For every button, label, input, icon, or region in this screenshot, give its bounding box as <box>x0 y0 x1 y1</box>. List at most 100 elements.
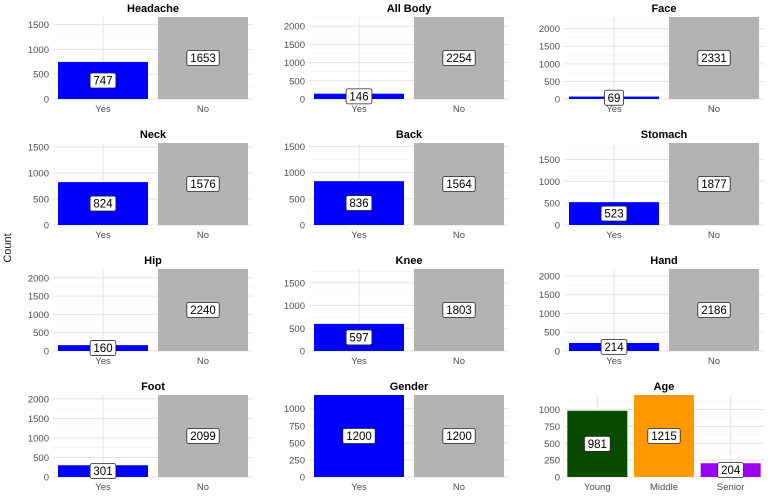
panel-back: 0 500 1000 1500 836 Yes 1564 No Back <box>284 129 509 241</box>
value-label: 301 <box>93 466 112 478</box>
x-tick-label: No <box>453 356 465 367</box>
y-tick-label: 2000 <box>28 273 49 284</box>
panel-title: Headache <box>127 3 179 15</box>
panel-title: Back <box>396 129 423 141</box>
y-tick-label: 1500 <box>284 278 305 289</box>
y-tick-label: 2000 <box>539 271 560 282</box>
value-label-box <box>89 72 117 89</box>
value-label: 523 <box>604 209 623 221</box>
value-label-box <box>186 302 220 318</box>
value-label: 2240 <box>190 305 216 317</box>
panel-foot: 0 500 1000 1500 2000 301 Yes 2099 No Foot <box>28 381 253 493</box>
panel-title: Stomach <box>641 129 688 141</box>
panel-knee: 0 500 1000 1500 597 Yes 1803 No Knee <box>284 255 509 367</box>
y-tick-label: 750 <box>289 421 305 432</box>
y-tick-label: 1500 <box>28 292 49 303</box>
value-label-box <box>442 50 476 66</box>
panel-title: Hip <box>144 255 162 267</box>
y-tick-label: 1000 <box>284 168 305 179</box>
x-tick-label: Young <box>584 482 611 493</box>
y-tick-label: 2000 <box>284 22 305 33</box>
panel-title: Foot <box>141 381 165 393</box>
x-tick-label: Yes <box>351 482 367 493</box>
y-tick-label: 0 <box>44 347 49 358</box>
panel-title: Face <box>651 3 676 15</box>
value-label-box <box>600 339 628 355</box>
x-tick-label: No <box>453 230 465 241</box>
panel-title: All Body <box>387 3 432 15</box>
y-tick-label: 0 <box>555 473 560 484</box>
value-label: 1653 <box>190 53 216 65</box>
panel-stomach: 0 500 1000 1500 523 Yes 1877 No Stomach <box>539 129 764 241</box>
value-label: 1200 <box>446 431 472 443</box>
y-tick-label: 0 <box>44 221 49 232</box>
value-label-box <box>717 462 744 479</box>
value-label: 1215 <box>651 431 677 443</box>
y-tick-label: 500 <box>289 324 305 335</box>
value-label-box <box>345 329 373 346</box>
x-tick-label: Senior <box>717 482 744 493</box>
y-tick-label: 0 <box>300 95 305 106</box>
value-label: 1200 <box>346 431 372 443</box>
x-tick-label: No <box>708 230 720 241</box>
value-label-box <box>584 435 611 452</box>
x-tick-label: No <box>197 356 209 367</box>
y-tick-label: 1500 <box>28 414 49 425</box>
value-label: 69 <box>608 93 621 105</box>
value-label: 2099 <box>190 431 216 443</box>
value-label-box <box>186 50 220 66</box>
y-tick-label: 1500 <box>284 40 305 51</box>
value-label: 2186 <box>701 305 727 317</box>
y-tick-label: 500 <box>544 77 560 88</box>
value-label: 824 <box>93 199 113 211</box>
value-label: 1803 <box>446 305 472 317</box>
x-tick-label: Yes <box>351 104 367 115</box>
y-tick-label: 1500 <box>28 142 49 153</box>
value-label-box <box>89 340 117 356</box>
y-tick-label: 1500 <box>539 290 560 301</box>
panel-title: Age <box>654 381 675 393</box>
y-tick-label: 0 <box>555 221 560 232</box>
panel-title: Hand <box>650 255 678 267</box>
panel-title: Knee <box>396 255 423 267</box>
y-tick-label: 500 <box>544 439 560 450</box>
y-tick-label: 500 <box>544 328 560 339</box>
value-label-box <box>89 195 117 212</box>
x-tick-label: Yes <box>351 356 367 367</box>
x-tick-label: No <box>708 104 720 115</box>
value-label: 2331 <box>701 53 727 65</box>
y-tick-label: 2000 <box>539 24 560 35</box>
y-tick-label: 500 <box>544 199 560 210</box>
y-tick-label: 1000 <box>539 177 560 188</box>
x-tick-label: No <box>453 104 465 115</box>
x-tick-label: No <box>708 356 720 367</box>
x-tick-label: Yes <box>95 104 111 115</box>
y-tick-label: 500 <box>33 328 49 339</box>
value-label-box <box>604 89 625 106</box>
x-tick-label: Yes <box>606 104 622 115</box>
value-label-box <box>697 302 731 318</box>
panel-age: 0 250 500 750 1000 981 Young 1215 Middle 204 Senio… <box>539 381 764 493</box>
x-tick-label: Yes <box>95 230 111 241</box>
x-tick-label: Yes <box>606 230 622 241</box>
value-label-box <box>600 205 628 222</box>
y-tick-label: 1000 <box>28 168 49 179</box>
value-label-box <box>345 195 373 211</box>
y-tick-label: 1500 <box>28 20 49 31</box>
value-label-box <box>342 428 376 444</box>
panel-title: Neck <box>140 129 167 141</box>
value-label-box <box>186 428 220 444</box>
y-axis-title: Count <box>2 233 14 262</box>
y-tick-label: 1000 <box>284 301 305 312</box>
value-label: 214 <box>604 342 624 354</box>
value-label: 597 <box>349 332 368 344</box>
x-tick-label: No <box>453 482 465 493</box>
x-tick-label: No <box>197 104 209 115</box>
value-label-box <box>647 428 681 444</box>
x-tick-label: No <box>197 482 209 493</box>
y-tick-label: 250 <box>544 456 560 467</box>
x-tick-label: Yes <box>351 230 367 241</box>
value-label-box <box>442 176 476 192</box>
y-tick-label: 0 <box>300 221 305 232</box>
